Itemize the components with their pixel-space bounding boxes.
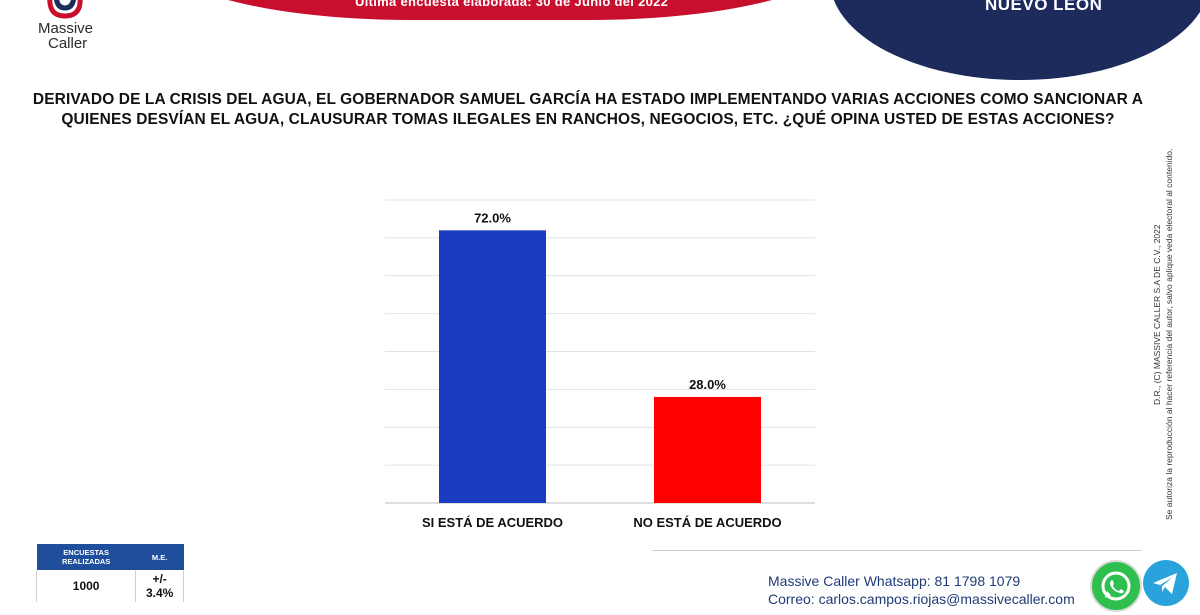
bar-chart-svg: 72.0% SI ESTÁ DE ACUERDO 28.0% NO ESTÁ DE A…	[385, 199, 815, 530]
contact-email: Correo: carlos.campos.riojas@massivecall…	[768, 591, 1075, 607]
data-label-1: 72.0%	[474, 210, 511, 225]
bar-2	[654, 396, 761, 503]
bar-chart: 72.0% SI ESTÁ DE ACUERDO 28.0% NO ESTÁ DE A…	[380, 160, 820, 540]
stats-table: ENCUESTAS REALIZADAS M.E. 1000 +/- 3.4%	[35, 544, 184, 602]
legal-notice: D.R., (C) MASSIVE CALLER S.A DE C.V., 20…	[1148, 105, 1178, 520]
region-title: NUEVO LEÓN	[985, 0, 1103, 14]
logo-icon	[47, 0, 83, 19]
category-label-2: NO ESTÁ DE ACUERDO	[633, 515, 781, 530]
data-label-2: 28.0%	[689, 377, 726, 392]
telegram-icon[interactable]	[1143, 560, 1189, 606]
legal-line-2: Se autoriza la reproducción al hacer ref…	[1164, 149, 1174, 520]
contact-whatsapp: Massive Caller Whatsapp: 81 1798 1079	[768, 573, 1021, 589]
category-label-1: SI ESTÁ DE ACUERDO	[422, 515, 563, 530]
survey-question: DERIVADO DE LA CRISIS DEL AGUA, EL GOBER…	[32, 91, 1144, 128]
bar-1	[439, 230, 546, 504]
logo-text-caller: Caller	[48, 35, 88, 52]
massive-caller-logo: Massive Caller	[30, 0, 110, 60]
legal-line-1: D.R., (C) MASSIVE CALLER S.A DE C.V., 20…	[1152, 224, 1162, 405]
footer-divider	[652, 550, 1142, 551]
header-red-banner	[150, 0, 850, 20]
stats-header-surveys: ENCUESTAS REALIZADAS	[36, 544, 136, 570]
stats-header-margin: M.E.	[135, 544, 184, 570]
stats-value-margin: +/- 3.4%	[135, 570, 184, 602]
logo-text-massive: Massive	[38, 20, 94, 37]
survey-date-note: Última encuesta elaborada: 30 de Junio d…	[355, 0, 669, 9]
stats-value-surveys: 1000	[35, 570, 137, 602]
whatsapp-icon[interactable]	[1090, 560, 1142, 612]
